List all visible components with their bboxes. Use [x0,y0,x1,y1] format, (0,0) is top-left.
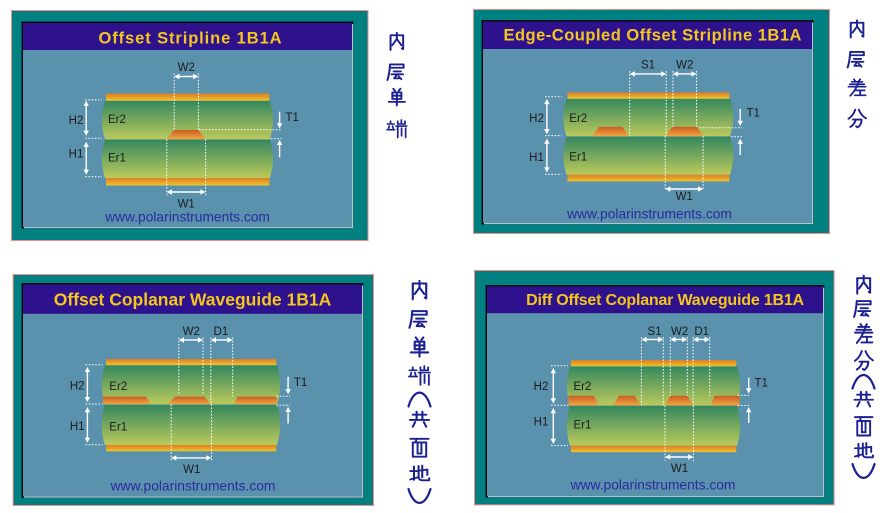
svg-text:W1: W1 [671,463,688,475]
svg-text:Er1: Er1 [574,420,592,432]
svg-text:W2: W2 [676,60,693,72]
svg-text:Diff Offset Coplanar Waveguide: Diff Offset Coplanar Waveguide 1B1A [526,292,804,309]
svg-text:Offset Coplanar Waveguide 1B1A: Offset Coplanar Waveguide 1B1A [54,290,332,310]
svg-text:Er2: Er2 [109,381,127,393]
svg-text:Er1: Er1 [569,152,587,164]
svg-text:Er2: Er2 [569,113,587,125]
svg-text:T1: T1 [755,378,768,390]
svg-text:H2: H2 [69,115,84,127]
svg-text:H2: H2 [70,381,85,393]
svg-text:W1: W1 [178,199,195,211]
svg-text:D1: D1 [214,326,229,338]
svg-text:Er2: Er2 [108,114,126,126]
svg-text:W2: W2 [178,62,195,74]
svg-text:H2: H2 [534,381,549,393]
svg-text:Er1: Er1 [108,153,126,165]
svg-text:T1: T1 [747,108,760,120]
svg-text:Offset Stripline 1B1A: Offset Stripline 1B1A [99,30,283,48]
svg-text:H1: H1 [70,421,85,433]
svg-text:S1: S1 [641,60,655,72]
svg-text:W2: W2 [671,326,688,338]
svg-text:W1: W1 [676,191,693,203]
svg-text:H1: H1 [529,152,544,164]
svg-text:Edge-Coupled Offset Stripline: Edge-Coupled Offset Stripline 1B1A [503,27,801,45]
svg-text:T1: T1 [294,377,307,389]
svg-text:S1: S1 [648,326,662,338]
svg-text:www.polarinstruments.com: www.polarinstruments.com [566,207,732,222]
svg-text:www.polarinstruments.com: www.polarinstruments.com [104,210,270,225]
svg-text:Er1: Er1 [109,422,127,434]
svg-text:T1: T1 [286,112,299,124]
svg-text:W2: W2 [183,326,200,338]
svg-text:W1: W1 [183,464,200,476]
svg-text:H1: H1 [69,149,84,161]
svg-text:D1: D1 [694,326,709,338]
svg-text:www.polarinstruments.com: www.polarinstruments.com [570,477,736,492]
svg-text:www.polarinstruments.com: www.polarinstruments.com [110,478,276,493]
svg-text:Er2: Er2 [574,381,592,393]
svg-text:H2: H2 [529,113,544,125]
svg-text:H1: H1 [534,417,549,429]
